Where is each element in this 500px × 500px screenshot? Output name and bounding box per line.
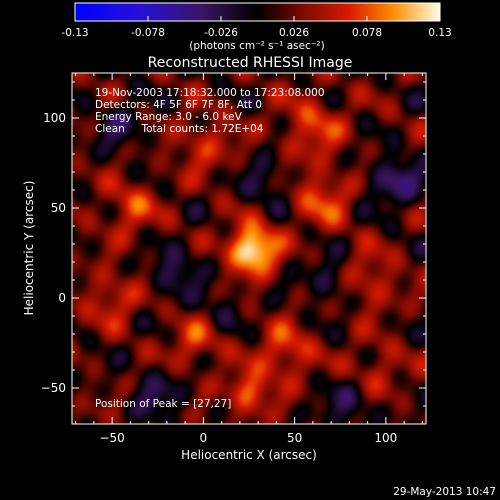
- info-block: 19-Nov-2003 17:18:32.000 to 17:23:08.000…: [95, 87, 325, 135]
- x-axis-label: Heliocentric X (arcsec): [181, 448, 317, 462]
- y-tick-label: 100: [43, 111, 66, 125]
- colorbar-tick-label: 0.13: [428, 27, 451, 39]
- x-tick-label: 100: [374, 431, 397, 445]
- colorbar-tick-label: -0.026: [204, 27, 238, 39]
- info-line-detectors: Detectors: 4F 5F 6F 7F 8F, Att 0: [95, 99, 262, 111]
- y-axis-label: Heliocentric Y (arcsec): [22, 181, 36, 316]
- colorbar-gradient: [74, 2, 441, 22]
- info-line-energy: Energy Range: 3.0 - 6.0 keV: [95, 111, 243, 123]
- colorbar-ticks: -0.13 -0.078 -0.026 0.026 0.078 0.13: [61, 16, 452, 39]
- x-tick-label: −50: [99, 431, 124, 445]
- chart-title: Reconstructed RHESSI Image: [148, 55, 353, 71]
- colorbar-unit-label: (photons cm⁻² s⁻¹ asec⁻²): [189, 40, 324, 52]
- y-tick-label: 0: [58, 291, 66, 305]
- axis-ticks: −50 0 50 100 −50 0 50 100: [41, 73, 426, 445]
- info-line-time: 19-Nov-2003 17:18:32.000 to 17:23:08.000: [95, 87, 325, 99]
- x-tick-label: 0: [200, 431, 208, 445]
- colorbar-tick-label: 0.026: [279, 27, 309, 39]
- y-tick-label: −50: [41, 381, 66, 395]
- y-tick-label: 50: [51, 201, 66, 215]
- info-line-counts: Clean Total counts: 1.72E+04: [95, 123, 264, 135]
- colorbar-tick-label: -0.078: [131, 27, 165, 39]
- peak-position-label: Position of Peak = [27,27]: [95, 398, 231, 410]
- plot-frame: [71, 72, 427, 425]
- colorbar-tick-label: -0.13: [61, 27, 88, 39]
- colorbar-tick-label: 0.078: [352, 27, 382, 39]
- x-tick-label: 50: [287, 431, 302, 445]
- footer-timestamp: 29-May-2013 10:47: [393, 486, 496, 498]
- heatmap-image: [72, 73, 426, 424]
- colorbar: -0.13 -0.078 -0.026 0.026 0.078 0.13 (photons…: [61, 2, 452, 52]
